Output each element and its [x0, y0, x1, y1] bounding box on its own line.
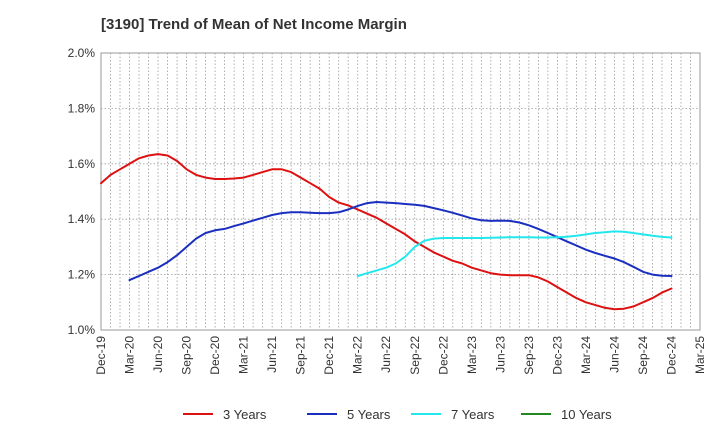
legend-label: 10 Years: [561, 407, 612, 422]
y-tick-label: 1.4%: [68, 212, 96, 226]
y-tick-label: 1.8%: [68, 101, 96, 115]
x-tick-label: Dec-21: [322, 336, 336, 375]
x-tick-label: Dec-20: [208, 336, 222, 375]
legend: 3 Years 5 Years 7 Years 10 Years: [183, 407, 612, 422]
y-tick-label: 2.0%: [68, 46, 96, 60]
series-line-5-years: [128, 201, 673, 282]
series-line-3-years: [100, 153, 673, 311]
series-line-7-years: [356, 230, 673, 277]
x-tick-label: Sep-24: [636, 336, 650, 375]
x-tick-label: Mar-22: [351, 336, 365, 374]
y-tick-label: 1.6%: [68, 157, 96, 171]
x-tick-label: Mar-24: [579, 336, 593, 374]
x-tick-label: Jun-21: [265, 336, 279, 373]
legend-label: 3 Years: [223, 407, 267, 422]
x-tick-label: Sep-20: [180, 336, 194, 375]
chart-title: [3190] Trend of Mean of Net Income Margi…: [101, 16, 407, 33]
y-tick-label: 1.0%: [68, 323, 96, 337]
x-tick-label: Dec-24: [664, 336, 678, 375]
x-tick-label: Jun-22: [379, 336, 393, 373]
legend-label: 5 Years: [347, 407, 391, 422]
x-tick-label: Jun-20: [151, 336, 165, 373]
y-tick-label: 1.2%: [68, 268, 96, 282]
y-axis: 1.0% 1.2% 1.4% 1.6% 1.8% 2.0%: [68, 46, 96, 337]
x-tick-label: Mar-23: [465, 336, 479, 374]
x-tick-label: Dec-19: [94, 336, 108, 375]
x-tick-label: Dec-23: [550, 336, 564, 375]
x-tick-label: Mar-25: [693, 336, 707, 374]
grid-lines: [100, 52, 701, 331]
x-tick-label: Sep-21: [294, 336, 308, 375]
x-tick-label: Sep-22: [408, 336, 422, 375]
x-tick-label: Mar-20: [123, 336, 137, 374]
series-lines: [100, 153, 673, 311]
x-tick-label: Jun-24: [607, 336, 621, 373]
x-tick-label: Dec-22: [436, 336, 450, 375]
legend-label: 7 Years: [451, 407, 495, 422]
x-tick-label: Sep-23: [522, 336, 536, 375]
plot-area: [100, 52, 701, 331]
x-tick-label: Jun-23: [493, 336, 507, 373]
x-tick-label: Mar-21: [237, 336, 251, 374]
x-axis: Dec-19 Mar-20 Jun-20 Sep-20 Dec-20 Mar-21 Jun-…: [94, 336, 707, 375]
